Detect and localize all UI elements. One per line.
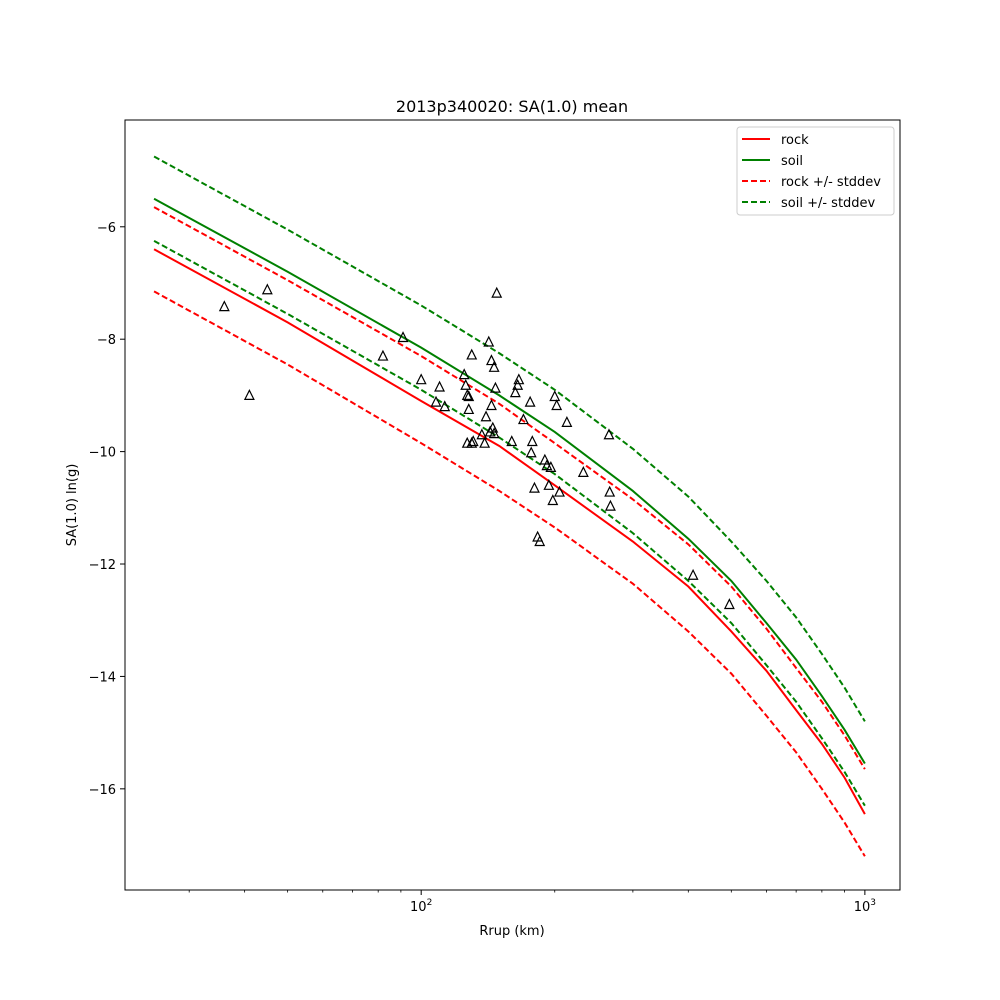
observation-point bbox=[543, 478, 555, 490]
legend-label: soil +/- stddev bbox=[781, 196, 876, 211]
observation-point bbox=[513, 373, 525, 385]
legend-label: soil bbox=[781, 154, 803, 169]
observation-point bbox=[554, 485, 565, 497]
observation-point bbox=[687, 568, 699, 580]
observation-point bbox=[509, 386, 521, 398]
observation-point bbox=[484, 425, 496, 437]
observation-point bbox=[485, 354, 497, 366]
observation-point bbox=[551, 399, 563, 411]
observation-point bbox=[549, 390, 561, 402]
x-tick-label: 102 bbox=[410, 898, 432, 915]
observation-point bbox=[525, 446, 537, 458]
observation-point bbox=[489, 381, 501, 393]
observation-point bbox=[517, 413, 529, 425]
series-line-rock bbox=[153, 248, 866, 815]
observation-point bbox=[467, 435, 479, 447]
observation-point bbox=[461, 389, 473, 401]
observation-point bbox=[377, 349, 389, 361]
legend-label: rock +/- stddev bbox=[781, 175, 881, 190]
chart-title: 2013p340020: SA(1.0) mean bbox=[396, 97, 628, 116]
y-tick-label: −14 bbox=[89, 670, 116, 685]
observation-point bbox=[506, 435, 518, 447]
observation-point bbox=[439, 400, 451, 412]
y-tick-label: −12 bbox=[89, 558, 116, 573]
observation-point bbox=[547, 494, 559, 506]
plot-frame bbox=[124, 119, 901, 891]
axes-layer: −16 −14 −12 −10 −8 −6 102 103 bbox=[89, 221, 876, 915]
observation-point bbox=[261, 283, 273, 295]
series-line-rock-stddev-lower bbox=[153, 290, 866, 857]
observation-point bbox=[466, 348, 478, 360]
observation-point bbox=[526, 435, 538, 447]
observation-point bbox=[463, 403, 475, 415]
series-line-rock-stddev-upper bbox=[153, 206, 866, 770]
observation-point bbox=[458, 368, 470, 380]
observation-point bbox=[577, 466, 589, 478]
y-tick-label: −6 bbox=[97, 221, 116, 236]
series-line-soil bbox=[153, 197, 866, 765]
y-tick-label: −16 bbox=[89, 783, 116, 798]
x-axis-label: Rrup (km) bbox=[479, 924, 544, 939]
observation-point bbox=[488, 360, 500, 372]
observation-point bbox=[434, 380, 446, 392]
observation-point bbox=[483, 335, 495, 347]
observation-point bbox=[545, 461, 557, 472]
observation-point bbox=[479, 436, 491, 448]
observation-point bbox=[723, 598, 735, 610]
observation-point bbox=[604, 499, 616, 511]
observation-point bbox=[488, 427, 500, 439]
observation-point bbox=[491, 286, 503, 298]
observation-point bbox=[485, 399, 497, 411]
observation-point bbox=[243, 389, 255, 401]
observation-point bbox=[561, 416, 573, 427]
y-tick-label: −8 bbox=[97, 333, 116, 348]
y-axis-label: SA(1.0) ln(g) bbox=[65, 464, 80, 547]
series-line-soil-stddev-lower bbox=[153, 239, 866, 807]
observation-point bbox=[476, 428, 488, 440]
observation-point bbox=[430, 395, 442, 407]
observation-point bbox=[397, 331, 409, 343]
observation-point bbox=[604, 485, 616, 497]
observation-point bbox=[528, 481, 540, 493]
observation-point bbox=[524, 395, 536, 407]
observation-point bbox=[480, 410, 492, 422]
x-tick-label: 103 bbox=[854, 898, 876, 915]
observation-point bbox=[603, 428, 615, 440]
legend-label: rock bbox=[781, 133, 809, 148]
observation-layer bbox=[218, 283, 735, 610]
y-tick-label: −10 bbox=[89, 446, 116, 461]
legend-box bbox=[736, 126, 895, 216]
legend: rock soil rock +/- stddev soil +/- stddev bbox=[736, 126, 895, 216]
series-line-soil-stddev-upper bbox=[153, 155, 866, 722]
observation-point bbox=[415, 373, 427, 385]
observation-point bbox=[463, 390, 475, 402]
observation-point bbox=[512, 378, 524, 390]
curve-layer bbox=[153, 155, 866, 857]
observation-point bbox=[218, 300, 230, 312]
observation-point bbox=[534, 535, 546, 547]
observation-point bbox=[460, 378, 472, 390]
